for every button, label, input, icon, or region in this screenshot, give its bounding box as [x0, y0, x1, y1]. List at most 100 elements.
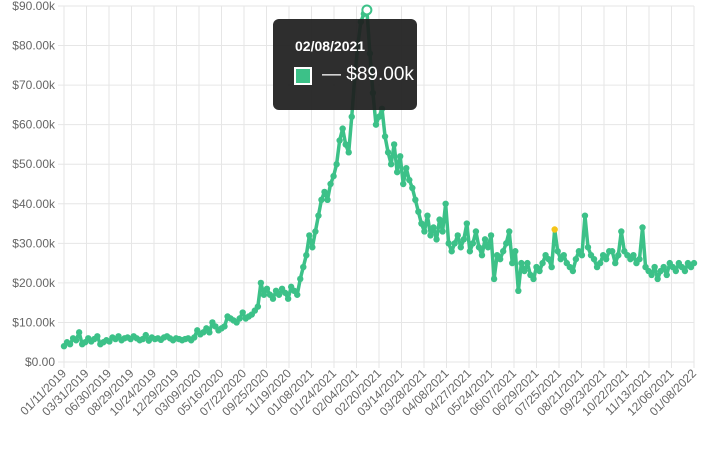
- data-point: [345, 149, 352, 156]
- data-point: [333, 161, 340, 168]
- data-point: [660, 263, 667, 271]
- data-point: [442, 200, 449, 207]
- y-tick-label: $40.00k: [12, 197, 56, 211]
- y-tick-label: $80.00k: [12, 39, 56, 53]
- data-point: [324, 196, 331, 204]
- data-point: [630, 252, 637, 259]
- data-point: [406, 176, 413, 184]
- data-point: [300, 263, 307, 271]
- data-point: [294, 291, 301, 298]
- data-point: [381, 133, 389, 140]
- data-point: [536, 267, 543, 275]
- data-point: [318, 196, 325, 204]
- data-point: [484, 244, 492, 251]
- data-point: [460, 236, 468, 243]
- data-point: [457, 244, 464, 251]
- data-point: [281, 289, 289, 296]
- data-point: [451, 240, 458, 247]
- data-point: [433, 236, 440, 243]
- data-point: [284, 295, 292, 302]
- data-point: [330, 172, 337, 180]
- data-point: [384, 149, 392, 156]
- data-point: [342, 141, 349, 148]
- data-point: [336, 137, 343, 144]
- data-point: [254, 303, 262, 310]
- data-point: [472, 228, 480, 235]
- data-point: [681, 267, 689, 275]
- data-point: [375, 113, 383, 120]
- data-point: [578, 252, 586, 259]
- series-points: [60, 4, 698, 350]
- data-point: [239, 309, 246, 316]
- data-point: [584, 244, 592, 251]
- data-point: [499, 248, 507, 255]
- data-point: [327, 180, 334, 188]
- data-point: [306, 232, 313, 239]
- data-point: [545, 255, 552, 263]
- data-point: [478, 252, 486, 259]
- data-point: [448, 248, 455, 255]
- data-point: [263, 285, 271, 293]
- data-point: [436, 216, 443, 223]
- data-point: [397, 153, 404, 160]
- data-point: [415, 208, 422, 215]
- highlighted-point: [551, 226, 558, 233]
- data-point: [496, 255, 504, 263]
- data-point: [236, 315, 243, 322]
- data-point: [548, 263, 555, 271]
- data-point: [651, 263, 658, 271]
- y-tick-label: $50.00k: [12, 157, 56, 171]
- data-point: [309, 244, 316, 251]
- data-point: [463, 220, 471, 227]
- tooltip-swatch: [294, 67, 312, 85]
- data-point: [348, 113, 355, 120]
- data-point: [475, 244, 483, 251]
- data-point: [321, 188, 328, 196]
- data-point: [481, 236, 489, 243]
- data-point: [521, 267, 528, 275]
- data-point: [524, 259, 531, 267]
- data-point: [430, 224, 437, 231]
- x-axis: 01/11/201903/31/201906/30/201908/29/2019…: [17, 366, 699, 419]
- data-point: [512, 248, 519, 255]
- data-point: [75, 329, 83, 336]
- data-point: [663, 271, 670, 279]
- data-point: [303, 252, 310, 259]
- data-point: [503, 240, 510, 247]
- data-point: [506, 228, 513, 235]
- data-point: [590, 255, 598, 263]
- data-point: [560, 252, 567, 259]
- data-point: [648, 271, 655, 279]
- y-tick-label: $30.00k: [12, 236, 56, 250]
- data-point: [466, 248, 474, 255]
- data-point: [530, 275, 537, 283]
- data-point: [393, 168, 401, 176]
- data-point: [260, 291, 268, 298]
- data-point: [269, 295, 277, 302]
- y-tick-label: $90.00k: [12, 0, 56, 13]
- data-point: [654, 275, 661, 283]
- data-point: [409, 184, 416, 192]
- data-point: [639, 224, 646, 231]
- y-tick-label: $20.00k: [12, 276, 56, 290]
- data-point: [312, 228, 319, 235]
- data-point: [418, 220, 425, 227]
- data-point: [569, 267, 577, 275]
- data-point: [445, 240, 452, 247]
- data-point: [221, 323, 228, 330]
- data-point: [672, 267, 680, 275]
- data-point: [690, 259, 698, 267]
- tooltip-title: 02/08/2021: [295, 38, 366, 54]
- data-point: [618, 228, 625, 235]
- data-point: [206, 329, 213, 336]
- data-point: [615, 252, 622, 259]
- y-tick-label: $10.00k: [12, 315, 56, 329]
- data-point: [515, 287, 522, 294]
- data-point: [581, 212, 589, 219]
- y-tick-label: $60.00k: [12, 118, 56, 132]
- data-point: [518, 259, 525, 267]
- data-point: [572, 255, 580, 263]
- data-point: [400, 180, 407, 188]
- tooltip-point: [361, 4, 373, 16]
